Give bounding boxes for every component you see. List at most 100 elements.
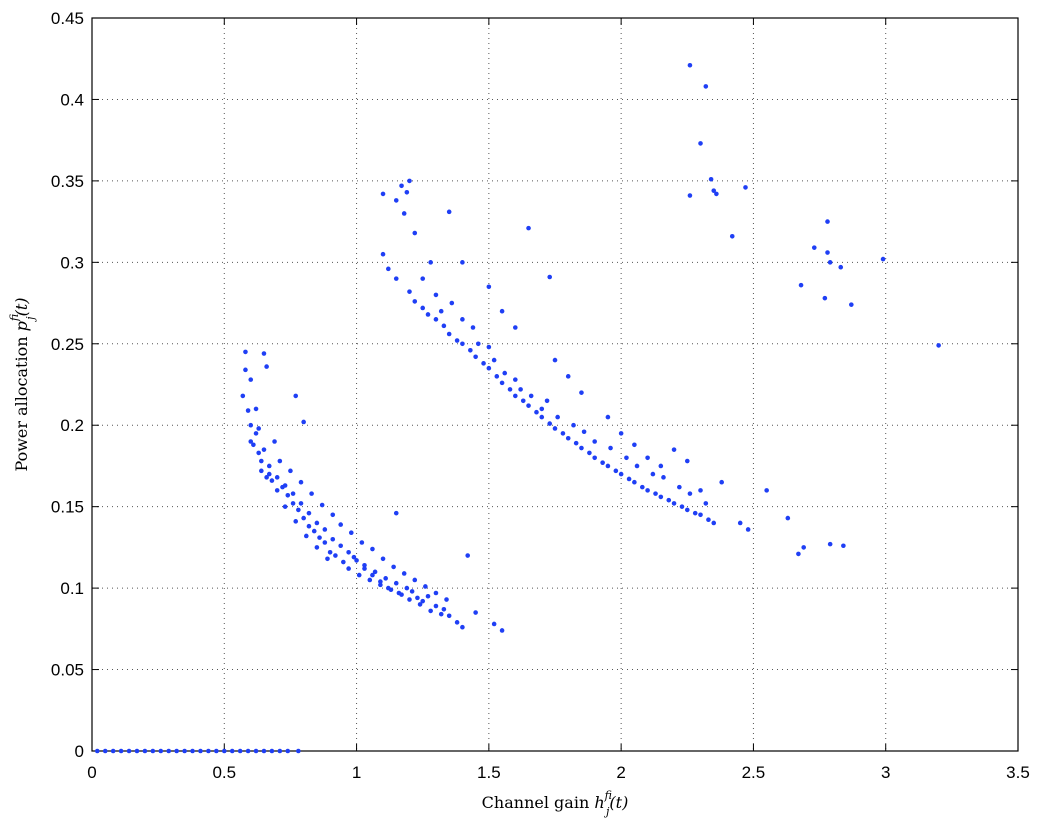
data-point (513, 377, 518, 382)
data-point (743, 185, 748, 190)
data-point (470, 325, 476, 330)
data-point (301, 419, 306, 425)
data-point (714, 191, 719, 197)
data-point (827, 541, 833, 547)
data-point (306, 523, 312, 529)
data-point (640, 484, 645, 490)
data-point (407, 178, 412, 184)
data-point (706, 517, 711, 522)
data-point (499, 628, 505, 633)
data-point (555, 414, 560, 420)
data-point (110, 748, 116, 754)
data-point (423, 584, 428, 589)
data-point (499, 380, 505, 386)
data-point (592, 455, 597, 461)
x-tick-label: 0.5 (212, 763, 236, 782)
data-point (285, 492, 291, 498)
data-point (126, 748, 132, 754)
data-point (565, 435, 571, 441)
data-points (94, 62, 941, 754)
data-point (441, 606, 447, 612)
data-point (288, 468, 293, 474)
x-tick-label: 2.5 (742, 763, 766, 782)
data-point (444, 597, 449, 602)
data-point (306, 510, 312, 516)
data-point (134, 748, 140, 754)
data-point (420, 598, 426, 604)
data-point (528, 393, 534, 399)
y-tick-label: 0.1 (60, 579, 84, 598)
data-point (650, 471, 656, 477)
x-tick-label: 2 (616, 763, 625, 782)
data-point (494, 374, 500, 379)
data-point (393, 510, 399, 516)
data-point (253, 431, 259, 436)
data-point (703, 84, 709, 89)
data-point (936, 343, 941, 348)
data-point (592, 439, 597, 444)
data-point (393, 198, 399, 203)
data-point (446, 209, 452, 215)
data-point (370, 546, 375, 552)
data-point (801, 545, 806, 550)
data-point (348, 530, 354, 536)
data-point (520, 398, 526, 404)
data-point (703, 501, 709, 506)
data-point (698, 488, 703, 493)
data-point (600, 460, 605, 465)
data-point (526, 225, 531, 231)
y-tick-label: 0.15 (51, 498, 84, 517)
data-point (565, 374, 571, 379)
data-point (587, 450, 592, 456)
data-point (248, 377, 254, 382)
data-point (285, 748, 291, 754)
data-point (632, 442, 637, 448)
data-point (605, 463, 611, 469)
data-point (372, 569, 378, 575)
data-point (378, 582, 383, 588)
data-point (253, 748, 259, 754)
data-point (465, 553, 470, 558)
data-point (401, 571, 407, 576)
data-point (380, 191, 386, 197)
data-point (298, 501, 304, 506)
data-point (547, 421, 553, 426)
data-point (486, 284, 492, 290)
data-point (317, 535, 322, 540)
data-point (412, 299, 418, 304)
data-point (182, 748, 187, 754)
data-point (460, 260, 465, 265)
data-point (449, 300, 455, 306)
data-point (684, 507, 690, 513)
data-point (404, 585, 410, 591)
data-point (605, 414, 611, 420)
data-point (396, 590, 402, 596)
data-point (425, 312, 431, 317)
data-point (513, 325, 518, 330)
data-point (626, 476, 632, 482)
data-point (261, 447, 267, 452)
data-point (412, 577, 418, 583)
data-point (166, 748, 172, 754)
data-point (811, 245, 817, 250)
data-point (618, 431, 624, 436)
data-point (661, 475, 666, 480)
data-point (359, 540, 365, 545)
data-point (692, 510, 698, 516)
data-point (544, 398, 550, 404)
data-point (296, 507, 301, 513)
data-point (383, 576, 388, 581)
data-point (838, 264, 844, 270)
y-tick-label: 0.25 (51, 335, 84, 354)
data-point (573, 440, 579, 446)
data-point (534, 409, 539, 415)
data-point (679, 504, 685, 509)
x-tick-label: 3 (881, 763, 890, 782)
data-point (327, 549, 333, 555)
data-point (253, 406, 259, 412)
data-point (547, 274, 553, 280)
x-tick-label: 0 (87, 763, 96, 782)
data-point (354, 558, 359, 563)
data-point (290, 501, 296, 506)
data-point (687, 491, 693, 496)
